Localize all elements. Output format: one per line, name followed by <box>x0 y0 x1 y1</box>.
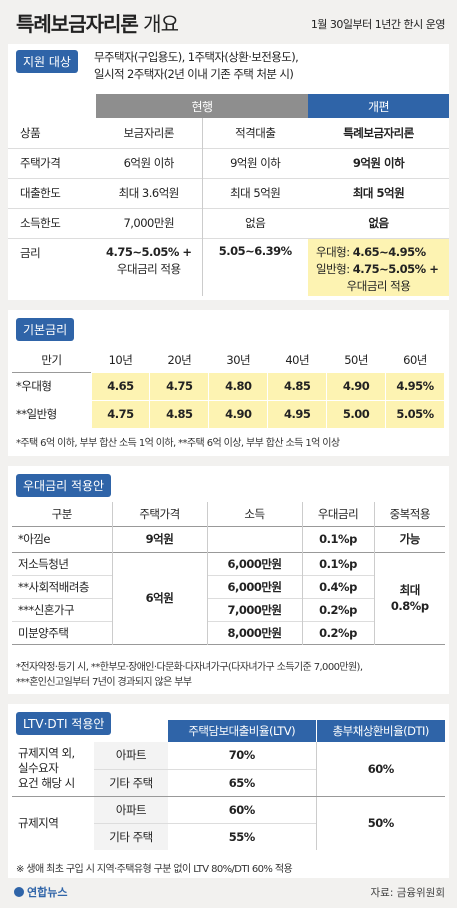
base-rate-note: *주택 6억 이하, 부부 합산 소득 1억 이하, **주택 6억 이상, 부… <box>16 438 340 449</box>
ltv-row: 기타 주택 65% <box>12 769 445 796</box>
compare-table: 현행 개편 상품 보금자리론 적격대출 특례보금자리론 주택가격 6억원 이하 … <box>8 94 449 296</box>
pref-rate-card: 우대금리 적용안 구분 주택가격 소득 우대금리 중복적용 *아낌e 9억원 0… <box>8 466 449 694</box>
base-rate-table: 만기 10년 20년 30년 40년 50년 60년 *우대형 4.65 4.7… <box>12 348 445 429</box>
ltv-row: 규제지역 외, 실수요자 요건 해당 시 아파트 70% 60% <box>12 742 445 797</box>
ltv-header: 주택담보대출비율(LTV) <box>168 720 317 742</box>
dti-header: 총부채상환비율(DTI) <box>316 720 445 742</box>
overview-card: 지원 대상 무주택자(구입용도), 1주택자(상환·보전용도), 일시적 2주택… <box>8 44 449 300</box>
period-note: 1월 30일부터 1년간 한시 운영 <box>310 18 446 31</box>
pref-rate-table: 구분 주택가격 소득 우대금리 중복적용 *아낌e 9억원 0.1%p 가능 저… <box>12 502 445 645</box>
header: 특례보금자리론 개요 1월 30일부터 1년간 한시 운영 <box>0 0 457 44</box>
new-header: 개편 <box>308 94 449 118</box>
target-text: 무주택자(구입용도), 1주택자(상환·보전용도), 일시적 2주택자(2년 이… <box>94 50 299 81</box>
target-tag: 지원 대상 <box>16 50 78 73</box>
ltv-dti-tag: LTV·DTI 적용안 <box>16 712 112 735</box>
base-rate-row: *우대형 4.65 4.75 4.80 4.85 4.90 4.95% <box>12 371 445 401</box>
pref-rate-tag: 우대금리 적용안 <box>16 474 112 497</box>
pref-rate-row: *아낌e 9억원 0.1%p 가능 <box>12 526 445 552</box>
ltv-row: 규제지역 아파트 60% 50% <box>12 796 445 830</box>
logo-icon <box>14 887 24 897</box>
base-rate-tag: 기본금리 <box>16 318 75 341</box>
page-title: 특례보금자리론 개요 <box>16 12 179 36</box>
footer-logo: 연합뉴스 <box>14 884 67 900</box>
compare-row: 상품 보금자리론 적격대출 특례보금자리론 <box>8 118 449 148</box>
pref-rate-row: ***신혼가구 7,000만원 0.2%p <box>12 598 445 621</box>
new-rate-cell: 우대형: 4.65~4.95% 일반형: 4.75~5.05% + 우대금리 적… <box>308 238 449 296</box>
base-rate-row: **일반형 4.75 4.85 4.90 4.95 5.00 5.05% <box>12 399 445 429</box>
pref-rate-row: 저소득청년 6억원 6,000만원 0.1%p 최대 0.8%p <box>12 552 445 644</box>
compare-row: 대출한도 최대 3.6억원 최대 5억원 최대 5억원 <box>8 178 449 208</box>
pref-rate-row: **사회적배려층 6,000만원 0.4%p <box>12 575 445 598</box>
base-rate-card: 기본금리 만기 10년 20년 30년 40년 50년 60년 *우대형 4.6… <box>8 310 449 456</box>
pref-rate-note: *전자약정·등기 시, **한부모·장애인·다문화·다자녀가구(다자녀가구 소득… <box>16 662 363 688</box>
compare-row: 소득한도 7,000만원 없음 없음 <box>8 208 449 238</box>
pref-rate-row: 미분양주택 8,000만원 0.2%p <box>12 621 445 644</box>
ltv-dti-card: LTV·DTI 적용안 주택담보대출비율(LTV) 총부채상환비율(DTI) 규… <box>8 704 449 878</box>
source-note: 자료: 금융위원회 <box>370 887 446 899</box>
compare-row: 주택가격 6억원 이하 9억원 이하 9억원 이하 <box>8 148 449 178</box>
ltv-dti-note: ※ 생애 최초 구입 시 지역·주택유형 구분 없이 LTV 80%/DTI 6… <box>16 864 293 875</box>
compare-row-rate: 금리 4.75~5.05% + 우대금리 적용 5.05~6.39% 우대형: … <box>8 238 449 296</box>
ltv-row: 기타 주택 55% <box>12 823 445 850</box>
current-header: 현행 <box>96 94 308 118</box>
ltv-dti-table: 주택담보대출비율(LTV) 총부채상환비율(DTI) 규제지역 외, 실수요자 … <box>12 720 445 850</box>
